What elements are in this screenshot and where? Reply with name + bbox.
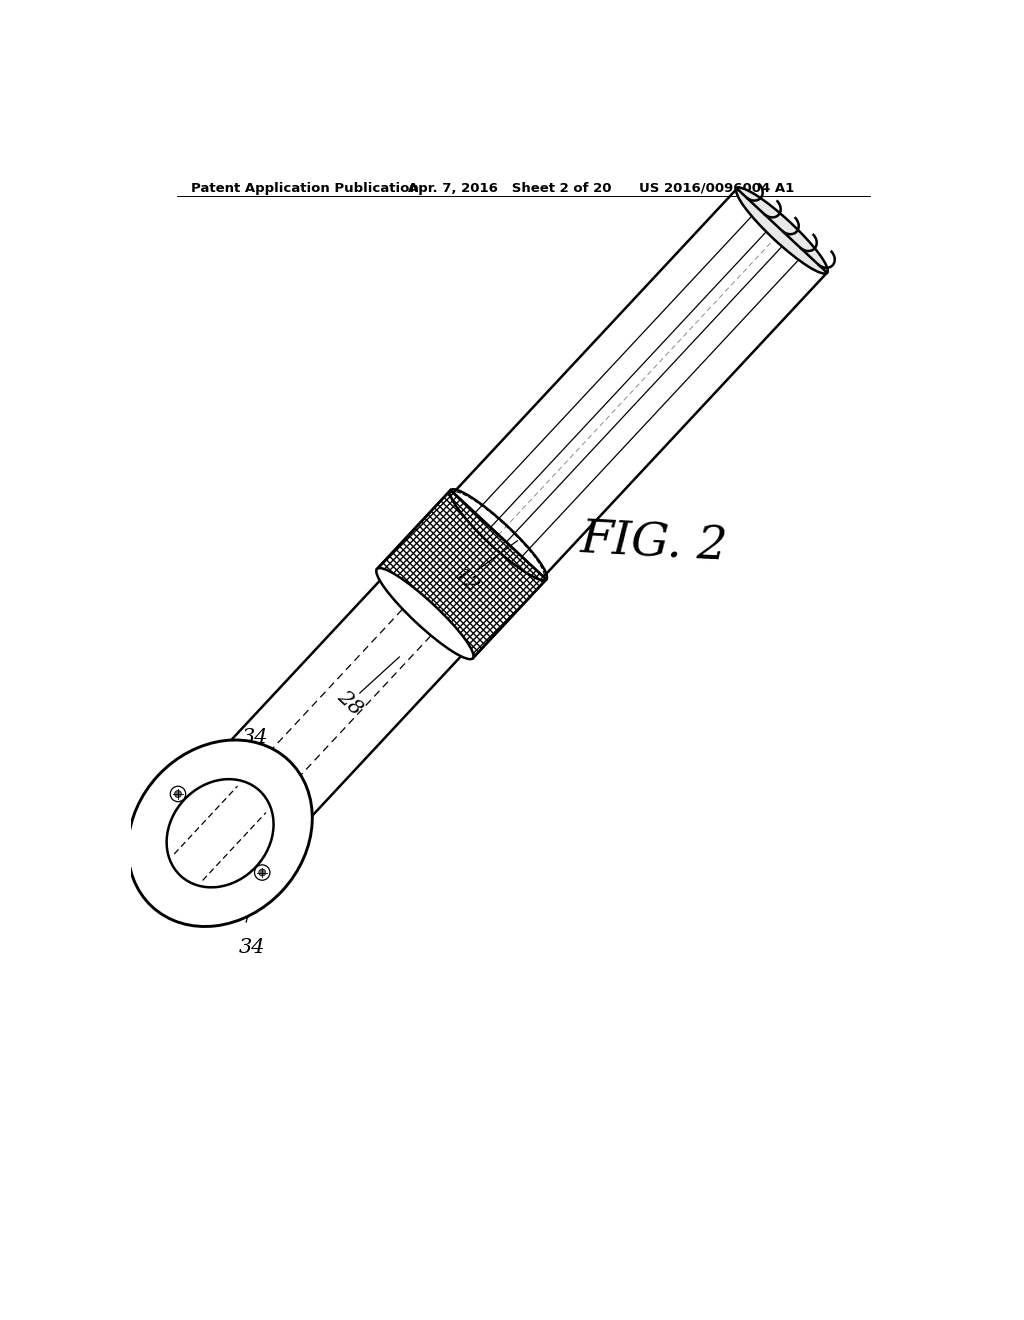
Circle shape: [174, 791, 181, 797]
Text: Apr. 7, 2016   Sheet 2 of 20: Apr. 7, 2016 Sheet 2 of 20: [408, 182, 611, 194]
Text: US 2016/0096004 A1: US 2016/0096004 A1: [639, 182, 794, 194]
Text: FIG. 2: FIG. 2: [580, 517, 729, 570]
Text: 34: 34: [242, 729, 268, 747]
Text: 34: 34: [240, 939, 265, 957]
Ellipse shape: [736, 187, 827, 273]
Text: Patent Application Publication: Patent Application Publication: [190, 182, 419, 194]
Text: 12: 12: [450, 565, 482, 597]
Circle shape: [259, 869, 265, 876]
Polygon shape: [377, 490, 546, 659]
Text: 28: 28: [334, 686, 367, 718]
Ellipse shape: [376, 568, 473, 659]
Ellipse shape: [128, 741, 312, 927]
Circle shape: [170, 787, 185, 801]
Circle shape: [255, 865, 270, 880]
Ellipse shape: [167, 779, 273, 887]
Polygon shape: [179, 576, 466, 871]
Polygon shape: [454, 189, 827, 577]
